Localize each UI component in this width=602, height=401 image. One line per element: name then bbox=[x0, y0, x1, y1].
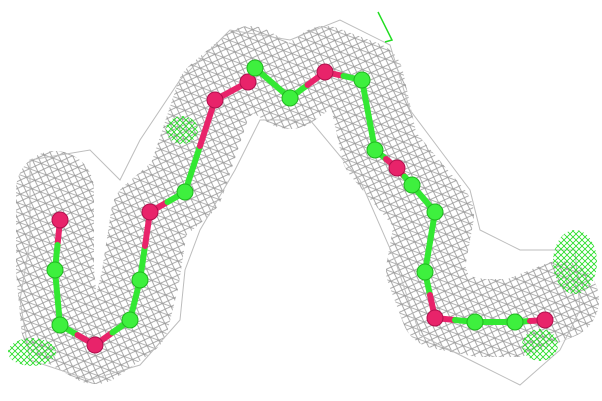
green-fragment bbox=[377, 11, 394, 43]
oxygen-atom bbox=[388, 159, 406, 177]
oxygen-atom bbox=[536, 311, 554, 329]
green-blob bbox=[553, 230, 597, 294]
atomic-model bbox=[46, 59, 554, 354]
carbon-atom bbox=[416, 263, 434, 281]
oxygen-atom bbox=[316, 63, 334, 81]
carbon-atom bbox=[403, 176, 421, 194]
mesh-outline bbox=[19, 19, 581, 386]
oxygen-atom bbox=[86, 336, 104, 354]
carbon-atom bbox=[121, 311, 139, 329]
carbon-atom bbox=[176, 183, 194, 201]
oxygen-atom bbox=[51, 211, 69, 229]
carbon-atom bbox=[281, 89, 299, 107]
green-blob bbox=[166, 116, 198, 144]
carbon-atom bbox=[366, 141, 384, 159]
oxygen-atom bbox=[206, 91, 224, 109]
carbon-atom bbox=[506, 313, 524, 331]
carbon-atom bbox=[51, 316, 69, 334]
oxygen-atom bbox=[239, 73, 257, 91]
carbon-atom bbox=[246, 59, 264, 77]
green-density-blobs bbox=[8, 11, 597, 366]
carbon-atom bbox=[353, 71, 371, 89]
oxygen-atom bbox=[141, 203, 159, 221]
carbon-atom bbox=[46, 261, 64, 279]
oxygen-atom bbox=[426, 309, 444, 327]
green-blob bbox=[522, 329, 558, 361]
carbon-atom bbox=[131, 271, 149, 289]
carbon-atom bbox=[466, 313, 484, 331]
carbon-atom bbox=[426, 203, 444, 221]
green-blob bbox=[8, 338, 56, 366]
